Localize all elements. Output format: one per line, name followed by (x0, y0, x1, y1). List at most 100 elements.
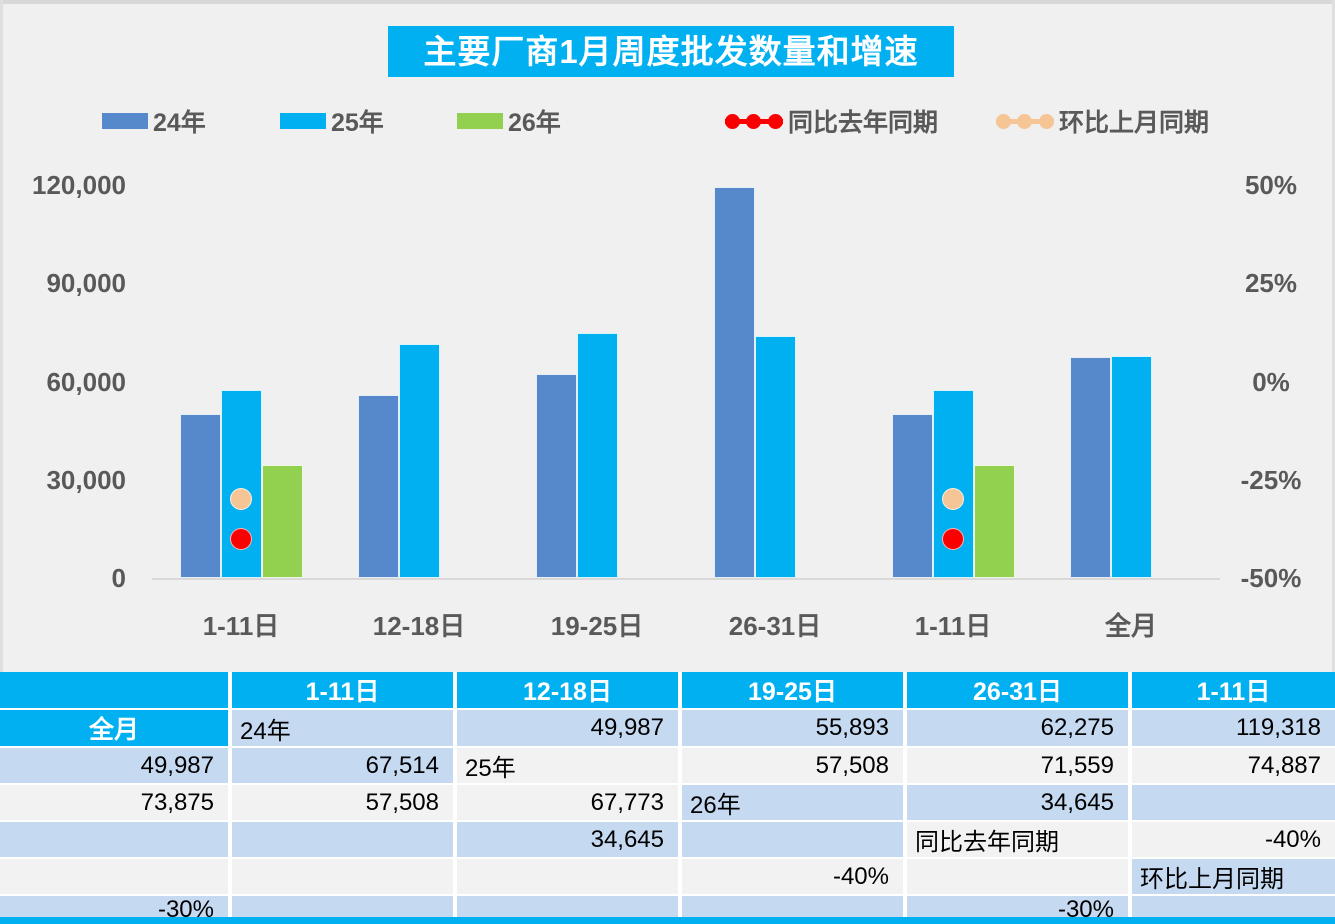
left-axis-tick-label: 120,000 (32, 170, 126, 200)
table-cell: 73,875 (0, 785, 228, 820)
table-header-cell: 1-11日 (1132, 672, 1335, 708)
table-row-label: 同比去年同期 (907, 822, 1128, 857)
table-cell: 57,508 (232, 785, 453, 820)
right-edge-divider (1332, 0, 1335, 672)
table-cell: 57,508 (682, 748, 903, 783)
bar-24年-1-11日 (891, 414, 933, 578)
table-cell: 62,275 (907, 710, 1128, 746)
chart-legend: 24年 25年 26年 同比去年同期 环比上月同期 (0, 104, 1335, 138)
legend-line-dot (1017, 113, 1032, 129)
left-axis-tick-label: 90,000 (46, 268, 126, 299)
table-cell: 67,514 (232, 748, 453, 783)
point-环比上月同期-1-11日 (942, 488, 964, 511)
bar-24年-26-31日 (713, 187, 755, 578)
legend-swatch-icon (280, 113, 326, 129)
plot-area: 0 30,000 60,000 90,000 120,000 -50% -25% 0% 25% 5… (0, 150, 1335, 672)
bottom-accent-strip (0, 917, 1335, 924)
table-cell: 34,645 (907, 785, 1128, 820)
table-cell: -40% (1132, 822, 1335, 857)
legend-item-label: 环比上月同期 (1059, 109, 1210, 137)
bar-25年-19-25日 (576, 332, 618, 578)
point-同比去年同期-1-11日 (942, 527, 964, 550)
legend-swatch-icon (102, 113, 148, 129)
legend-item-label: 26年 (508, 109, 561, 137)
table-cell: 55,893 (682, 710, 903, 746)
table-header-cell: 全月 (0, 710, 228, 746)
legend-item-26年: 26年 (457, 104, 561, 138)
table-header-cell: 26-31日 (907, 672, 1128, 708)
category-label: 1-11日 (202, 611, 280, 641)
table-row-label: 24年 (232, 710, 453, 746)
table-cell (457, 859, 678, 894)
table-cell: 34,645 (457, 822, 678, 857)
right-axis-tick-label: 25% (1244, 268, 1298, 299)
bar-25年-1-11日 (220, 389, 262, 578)
legend-line-dot (996, 113, 1011, 129)
x-axis-line (152, 578, 1220, 580)
legend-swatch-icon (457, 113, 503, 129)
bar-24年-全月 (1069, 356, 1111, 578)
table-header-cell: 12-18日 (457, 672, 678, 708)
legend-line-dot (746, 113, 761, 129)
table-cell: 119,318 (1132, 710, 1335, 746)
right-axis-tick-label: -25% (1240, 464, 1302, 495)
table-cell: 49,987 (457, 710, 678, 746)
legend-item-label: 24年 (153, 109, 206, 137)
category-label: 12-18日 (372, 611, 466, 641)
table-cell (682, 822, 903, 857)
bar-24年-12-18日 (357, 394, 399, 578)
table-cell: 71,559 (907, 748, 1128, 783)
legend-line-dot (1039, 113, 1054, 129)
table-cell: 67,773 (457, 785, 678, 820)
left-axis-tick-label: 0 (111, 563, 126, 593)
bar-24年-19-25日 (535, 374, 577, 578)
table-cell (232, 859, 453, 894)
chart-title: 主要厂商1月周度批发数量和增速 (388, 26, 954, 77)
legend-line-marker-icon (996, 113, 1054, 129)
data-table: 1-11日 12-18日 19-25日 26-31日 1-11日 全月 24年 49,987 5… (0, 672, 1335, 924)
bar-25年-26-31日 (754, 336, 796, 578)
top-edge-divider (0, 0, 1335, 4)
table-cell: 49,987 (0, 748, 228, 783)
legend-line-dot (725, 113, 740, 129)
legend-item-24年: 24年 (102, 104, 206, 138)
category-label: 26-31日 (728, 611, 822, 641)
table-row-label: 25年 (457, 748, 678, 783)
legend-item-环比上月同期: 环比上月同期 (996, 104, 1209, 138)
table-cell: 74,887 (1132, 748, 1335, 783)
point-同比去年同期-1-11日 (230, 527, 252, 550)
legend-item-同比去年同期: 同比去年同期 (725, 104, 938, 138)
legend-line-dot (768, 113, 783, 129)
table-row-label: 环比上月同期 (1132, 859, 1335, 894)
legend-item-25年: 25年 (280, 104, 384, 138)
table-cell (1132, 785, 1335, 820)
table-cell (232, 822, 453, 857)
left-axis-tick-label: 60,000 (46, 366, 126, 397)
bar-25年-12-18日 (398, 343, 440, 578)
table-header-cell: 19-25日 (682, 672, 903, 708)
left-edge-divider (0, 0, 3, 924)
bar-25年-1-11日 (932, 389, 974, 578)
table-cell: -40% (682, 859, 903, 894)
table-cell (907, 859, 1128, 894)
table-cell (0, 859, 228, 894)
bar-26年-1-11日 (973, 464, 1015, 578)
table-row-label: 26年 (682, 785, 903, 820)
table-header-cell: 1-11日 (232, 672, 453, 708)
category-label: 1-11日 (914, 611, 992, 641)
legend-item-label: 25年 (331, 109, 384, 137)
bar-25年-全月 (1110, 356, 1152, 578)
right-axis-tick-label: 0% (1252, 366, 1290, 397)
right-axis-tick-label: 50% (1244, 170, 1298, 200)
table-header-cell (0, 672, 228, 708)
category-label: 19-25日 (550, 611, 644, 641)
bar-26年-1-11日 (261, 464, 303, 578)
legend-line-marker-icon (725, 113, 783, 129)
bar-24年-1-11日 (179, 414, 221, 578)
table-cell (0, 822, 228, 857)
point-环比上月同期-1-11日 (230, 488, 252, 511)
right-axis-tick-label: -50% (1240, 563, 1302, 593)
legend-item-label: 同比去年同期 (788, 109, 939, 137)
left-axis-tick-label: 30,000 (46, 464, 126, 495)
